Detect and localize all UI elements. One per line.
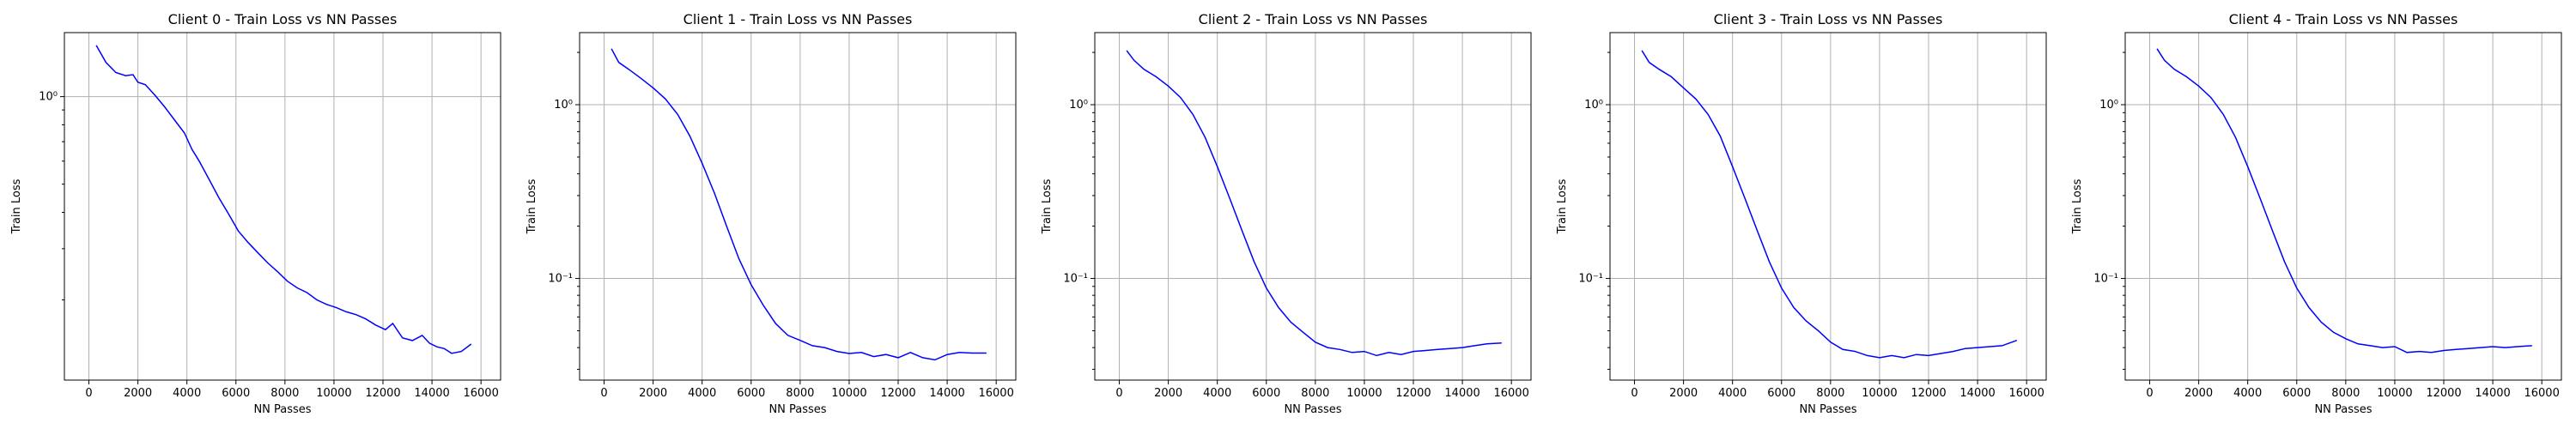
x-tick-label: 16000 [978,387,1013,400]
chart-title: Client 1 - Train Loss vs NN Passes [683,11,913,27]
y-axis-label: Train Loss [1556,178,1569,234]
x-tick-label: 10000 [2377,387,2412,400]
x-tick-label: 4000 [1203,387,1231,400]
x-tick-label: 14000 [1959,387,1995,400]
x-tick-label: 12000 [1911,387,1946,400]
x-tick-label: 0 [1115,387,1122,400]
x-tick-label: 14000 [1444,387,1479,400]
loss-line [1126,50,1502,357]
x-tick-label: 14000 [414,387,449,400]
x-tick-label: 10000 [1862,387,1897,400]
axes-frame [64,32,501,381]
chart-1: 0 2000 4000 6000 8000 10000 12000 14000 16000 10⁻… [526,11,1017,416]
x-tick-label: 2000 [124,387,152,400]
chart-4: 0 2000 4000 6000 8000 10000 12000 14000 16000 10⁻… [2071,11,2562,416]
chart-title: Client 0 - Train Loss vs NN Passes [168,11,398,27]
y-axis-label: Train Loss [2071,178,2084,234]
chart-0: 0 2000 4000 6000 8000 10000 12000 14000 16000 10⁰… [10,11,501,416]
x-tick-label: 4000 [2233,387,2262,400]
y-tick-label: 10⁰ [2099,99,2118,112]
x-tick-label: 12000 [2426,387,2461,400]
x-tick-label: 0 [600,387,607,400]
x-tick-label: 0 [85,387,92,400]
x-axis-label: NN Passes [1284,403,1341,416]
x-tick-label: 8000 [1301,387,1329,400]
loss-line [611,48,987,361]
y-tick-label: 10⁻¹ [1578,273,1603,286]
y-tick-label: 10⁻¹ [548,273,573,286]
chart-3: 0 2000 4000 6000 8000 10000 12000 14000 16000 10⁻… [1556,11,2047,416]
y-tick-label: 10⁻¹ [2093,273,2118,286]
x-axis-label: NN Passes [2314,403,2372,416]
chart-title: Client 2 - Train Loss vs NN Passes [1199,11,1428,27]
x-tick-label: 16000 [463,387,498,400]
y-tick-label: 10⁰ [39,91,58,104]
chart-2: 0 2000 4000 6000 8000 10000 12000 14000 16000 10⁻… [1041,11,1532,416]
x-tick-label: 6000 [1767,387,1795,400]
chart-title: Client 3 - Train Loss vs NN Passes [1714,11,1943,27]
axes-frame [1094,32,1532,381]
y-tick-label: 10⁰ [1584,99,1603,112]
x-tick-label: 10000 [831,387,866,400]
x-tick-label: 8000 [270,387,299,400]
x-tick-label: 2000 [639,387,667,400]
x-tick-label: 10000 [1346,387,1382,400]
x-tick-label: 4000 [173,387,201,400]
x-tick-label: 8000 [1816,387,1844,400]
loss-line [1641,50,2018,359]
x-tick-label: 6000 [1252,387,1280,400]
x-axis-label: NN Passes [253,403,311,416]
x-tick-label: 8000 [2331,387,2360,400]
x-tick-label: 4000 [1718,387,1747,400]
y-axis-label: Train Loss [1041,178,1054,234]
y-axis-label: Train Loss [10,178,23,234]
x-tick-label: 10000 [316,387,351,400]
x-tick-label: 14000 [929,387,964,400]
chart-title: Client 4 - Train Loss vs NN Passes [2229,11,2458,27]
x-tick-label: 6000 [737,387,765,400]
x-tick-label: 2000 [1669,387,1698,400]
x-tick-label: 16000 [2524,387,2559,400]
x-tick-label: 6000 [222,387,250,400]
x-tick-label: 16000 [1493,387,1528,400]
x-tick-label: 4000 [688,387,716,400]
loss-line [95,45,472,354]
x-tick-label: 0 [1631,387,1637,400]
x-tick-label: 16000 [2008,387,2044,400]
x-tick-label: 8000 [786,387,814,400]
axes-frame [1609,32,2047,381]
x-tick-label: 14000 [2475,387,2510,400]
y-tick-label: 10⁻¹ [1063,273,1088,286]
y-tick-label: 10⁰ [554,99,573,112]
x-axis-label: NN Passes [1799,403,1856,416]
x-tick-label: 2000 [2184,387,2213,400]
x-tick-label: 12000 [880,387,915,400]
y-axis-label: Train Loss [526,178,538,234]
x-axis-label: NN Passes [769,403,826,416]
x-tick-label: 6000 [2282,387,2311,400]
axes-frame [579,32,1017,381]
y-tick-label: 10⁰ [1069,99,1088,112]
x-tick-label: 2000 [1154,387,1182,400]
axes-frame [2124,32,2562,381]
x-tick-label: 12000 [365,387,400,400]
loss-line [2156,48,2532,353]
x-tick-label: 12000 [1395,387,1431,400]
x-tick-label: 0 [2146,387,2153,400]
